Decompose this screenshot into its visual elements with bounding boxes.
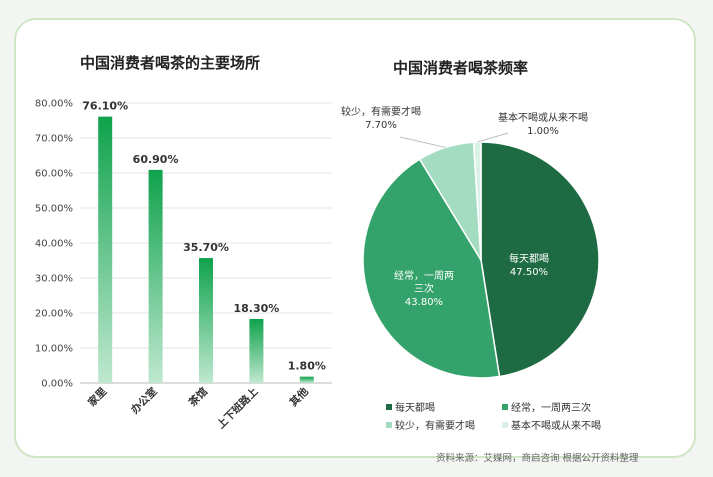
pie-chart: 每天都喝 47.50% 经常，一周两三次 43.80% 较少，有需要才喝 7.70% 基本不… <box>341 105 601 432</box>
pie-inner-label: 每天都喝 <box>509 252 549 265</box>
bar-3 <box>249 318 264 383</box>
legend-swatch-3 <box>502 422 508 428</box>
bar-value-label: 1.80% <box>288 360 326 373</box>
x-category-label: 茶馆 <box>185 385 210 410</box>
y-tick-label: 20.00% <box>35 309 73 320</box>
y-tick-label: 30.00% <box>35 274 73 285</box>
bar-1 <box>148 169 163 383</box>
pie-outer-label: 7.70% <box>365 120 397 131</box>
pie-inner-label: 47.50% <box>510 267 548 278</box>
legend-swatch-1 <box>502 404 508 410</box>
legend-label: 较少，有需要才喝 <box>395 419 475 432</box>
y-tick-label: 50.00% <box>35 204 73 215</box>
bar-value-label: 60.90% <box>133 153 179 166</box>
y-tick-label: 10.00% <box>35 344 73 355</box>
legend-label: 每天都喝 <box>395 401 435 414</box>
bar-value-label: 76.10% <box>82 100 128 113</box>
bar-value-label: 35.70% <box>183 241 229 254</box>
bar-value-label: 18.30% <box>233 302 279 315</box>
pie-inner-label: 43.80% <box>405 297 443 308</box>
pie-outer-label: 基本不喝或从来不喝 <box>498 111 588 124</box>
legend-label: 经常，一周两三次 <box>511 401 591 414</box>
pie-slice-1 <box>362 158 501 379</box>
legend-label: 基本不喝或从来不喝 <box>511 419 601 432</box>
x-category-label: 办公室 <box>128 385 160 417</box>
x-category-label: 家里 <box>85 385 109 409</box>
pie-leader-line <box>477 132 509 143</box>
bar-4 <box>299 376 314 383</box>
x-category-label: 上下班路上 <box>214 385 261 432</box>
x-category-label: 其他 <box>287 385 311 409</box>
bar-2 <box>199 258 213 383</box>
y-tick-label: 0.00% <box>41 379 73 390</box>
y-tick-label: 70.00% <box>35 134 73 145</box>
pie-inner-label: 三次 <box>414 282 434 295</box>
bar-0 <box>98 116 113 384</box>
bar-chart-title: 中国消费者喝茶的主要场所 <box>80 54 261 72</box>
pie-inner-label: 经常，一周两 <box>394 269 454 282</box>
bar-chart: 0.00% 10.00% 20.00% 30.00% 40.00% 50.00% 60.00… <box>35 99 332 432</box>
y-tick-label: 60.00% <box>35 169 73 180</box>
pie-chart-title: 中国消费者喝茶频率 <box>393 59 529 77</box>
legend-swatch-2 <box>386 422 392 428</box>
pie-slice-0 <box>480 141 600 378</box>
pie-outer-label: 1.00% <box>527 126 559 137</box>
source-note: 资料来源：艾媒网，商启咨询 根据公开资料整理 <box>436 453 639 464</box>
y-tick-label: 80.00% <box>35 99 73 110</box>
legend-swatch-0 <box>386 404 392 410</box>
y-tick-label: 40.00% <box>35 239 73 250</box>
pie-outer-label: 较少，有需要才喝 <box>341 105 421 118</box>
pie-leader-line <box>399 136 446 148</box>
